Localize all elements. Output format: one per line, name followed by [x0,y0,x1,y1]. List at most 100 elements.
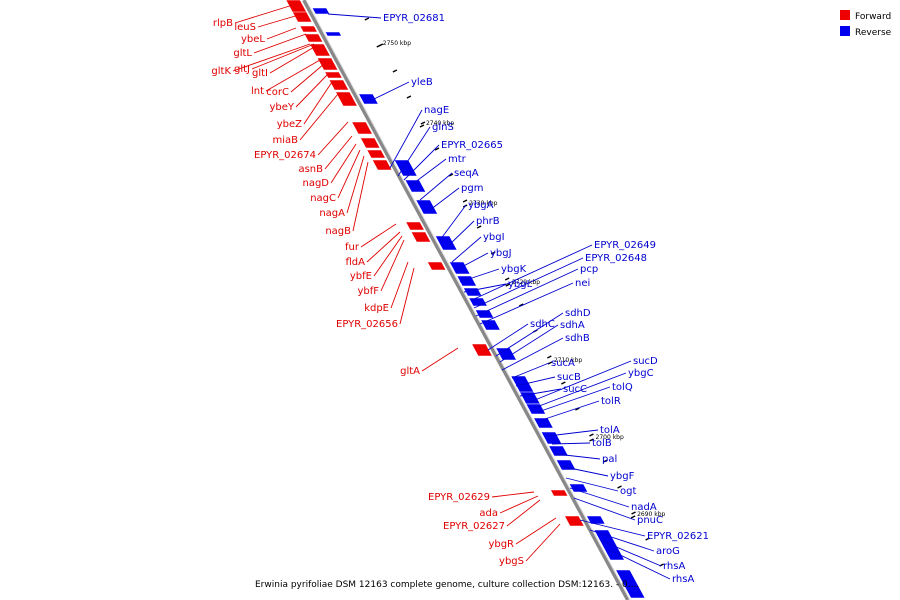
forward-gene-label-leader [390,261,409,309]
forward-gene-label: ybfE [350,271,372,282]
forward-gene-label: nagB [325,226,351,237]
minor-tick [392,69,398,73]
legend-forward-swatch [840,10,850,20]
major-tick [419,124,425,128]
forward-gene-label-leader [265,59,321,92]
forward-gene-feature [360,137,381,149]
reverse-gene-label: pgm [461,183,483,194]
reverse-gene-label-leader [463,283,507,293]
forward-gene-label: ada [479,508,498,519]
reverse-gene-label-leader [569,487,630,508]
major-tick [589,438,594,442]
reverse-gene-label: seqA [454,168,479,179]
reverse-gene-label-leader [573,497,636,521]
major-tick [505,283,511,287]
reverse-gene-label-leader [471,244,593,301]
major-tick [630,515,636,519]
reverse-gene-label-leader [419,172,453,201]
minor-tick [575,407,580,411]
forward-gene-label-leader [525,523,561,562]
reverse-gene-label: aroG [656,546,680,557]
forward-gene-label: ybfF [357,286,379,297]
reverse-gene-label: tolR [601,396,621,407]
forward-gene-label-leader [399,267,415,325]
reverse-gene-label-leader [565,477,619,492]
tick-label: 2710 kbp [554,357,582,364]
reverse-gene-label-leader [515,376,556,387]
minor-tick [518,303,524,307]
tick-label: 2730 kbp [469,200,497,207]
reverse-gene-label-leader [447,220,475,247]
reverse-gene-label: pcp [580,264,598,275]
reverse-gene-label-leader [389,109,423,169]
major-tick [547,361,553,365]
reverse-gene-label-leader [451,236,482,263]
forward-gene-feature [471,343,493,357]
forward-gene-label-leader [234,3,297,24]
forward-gene-label: gltL [233,48,252,59]
reverse-gene-label: sdhC [530,319,555,330]
minor-tick [631,511,636,515]
legend-forward-label: Forward [855,12,891,22]
reverse-gene-label-leader [537,386,611,413]
minor-tick [448,173,454,177]
reverse-gene-feature [593,529,625,561]
forward-gene-label-leader [337,149,361,199]
reverse-gene-label: yleB [411,77,433,88]
reverse-gene-label-leader [479,282,574,325]
reverse-gene-label: nagE [424,105,449,116]
reverse-gene-label-leader [559,465,609,477]
reverse-gene-label-leader [473,257,584,309]
reverse-gene-label: sdhB [565,333,590,344]
forward-gene-label: kdpE [364,303,389,314]
forward-gene-label: asnB [298,164,323,175]
reverse-gene-label: EPYR_02621 [647,531,709,542]
forward-gene-label: EPYR_02627 [443,521,505,532]
reverse-gene-label-leader [579,519,646,537]
minor-tick [462,199,468,203]
forward-gene-feature [335,91,358,107]
reverse-gene-label: phrB [476,216,500,227]
forward-gene-feature [371,159,393,171]
reverse-gene-label-leader [551,442,591,445]
legend: Forward Reverse [840,10,892,38]
forward-gene-label-leader [330,143,357,184]
reverse-gene-label: EPYR_02665 [441,140,503,151]
forward-gene-label-leader [491,491,535,498]
reverse-gene-label-leader [599,539,662,567]
forward-gene-feature [366,149,386,159]
tick-layer: 2750 kbp 2740 kbp 2730 kbp 2720 kbp 2710 kbp… [364,17,666,567]
forward-gene-label: ybgS [499,556,524,567]
reverse-gene-label: ybgL [508,279,533,290]
forward-gene-label-leader [266,27,297,40]
reverse-gene-label-leader [547,429,599,437]
forward-gene-label: nagD [302,178,329,189]
reverse-gene-label: pnuC [637,515,663,526]
forward-gene-label: fur [345,242,360,253]
reverse-gene-label: ybgI [483,232,505,243]
reverse-gene-label: sucC [563,384,587,395]
reverse-gene-feature [555,459,577,471]
reverse-gene-label-leader [439,204,467,241]
reverse-gene-label: sdhA [560,320,585,331]
minor-tick [504,277,510,281]
reverse-gene-label: glnS [432,122,454,133]
forward-gene-label: ybeY [269,102,294,113]
reverse-gene-label-leader [589,529,655,552]
tick-label: 2750 kbp [383,40,411,47]
forward-gene-label: gltJ [234,64,250,75]
reverse-gene-label: tolQ [612,382,633,393]
minor-tick [406,95,412,99]
reverse-gene-feature [548,445,569,457]
forward-gene-label-leader [303,81,333,125]
tick-label: 2700 kbp [596,434,624,441]
forward-gene-feature [550,489,569,497]
forward-gene-label: EPYR_02674 [254,150,316,161]
reverse-gene-label-leader [541,400,600,421]
forward-gene-label-leader [251,43,315,70]
reverse-gene-label-leader [403,144,440,181]
reverse-gene-feature [415,199,438,215]
reverse-gene-label-leader [495,312,564,357]
forward-gene-label: gltA [400,366,420,377]
forward-gene-feature [324,71,343,79]
